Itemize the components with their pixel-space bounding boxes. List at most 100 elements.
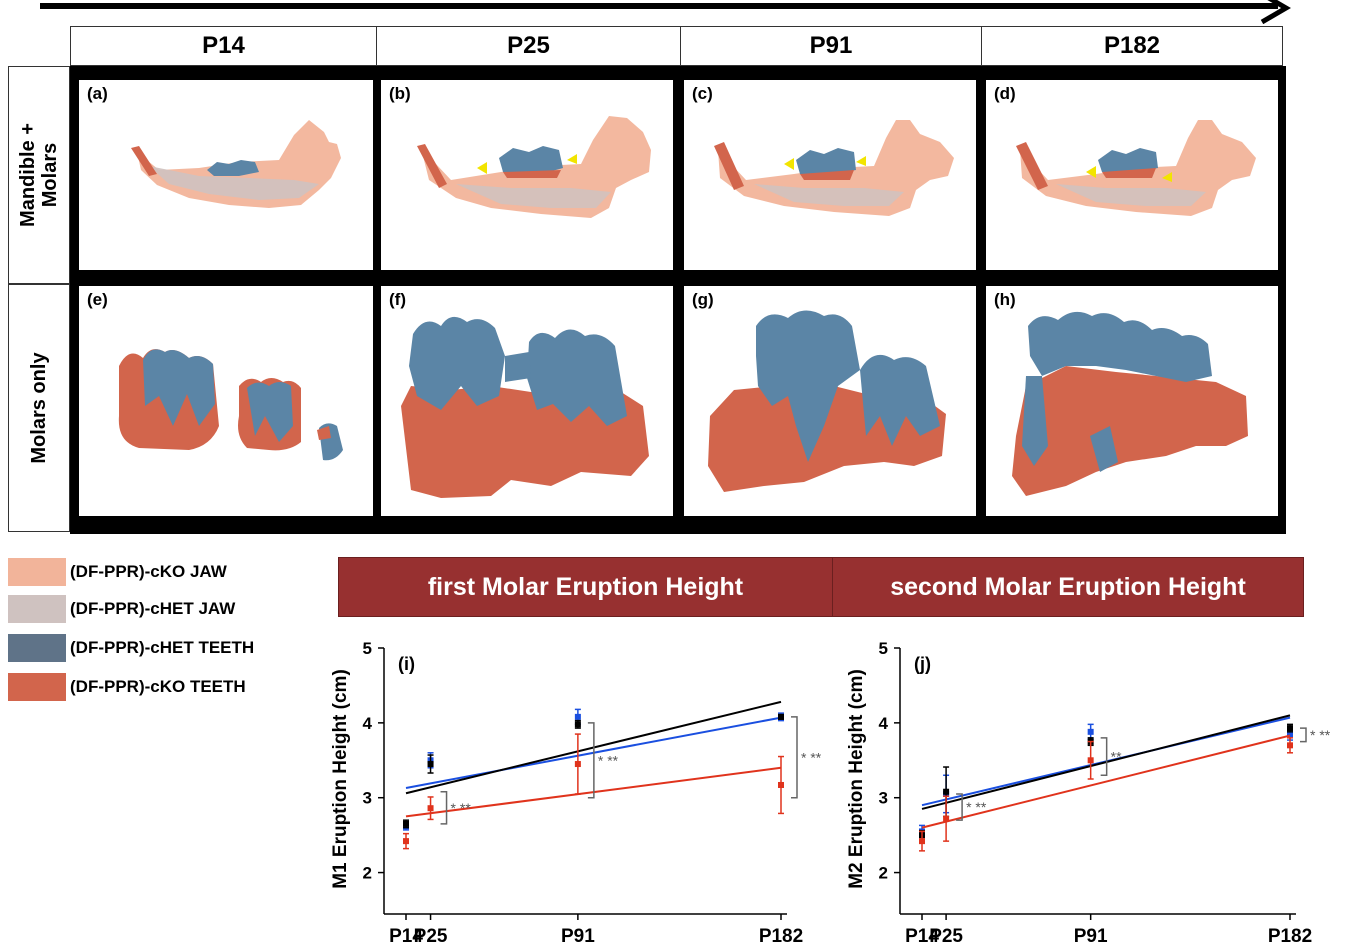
significance-bracket (791, 716, 798, 799)
data-point (778, 713, 784, 720)
data-point (1287, 725, 1293, 732)
x-tick-label: P91 (561, 926, 595, 947)
row-header-mandible: Mandible + Molars (8, 66, 70, 284)
data-point (1287, 742, 1293, 749)
x-tick-label: P91 (1074, 926, 1108, 947)
panel-a: (a) (79, 80, 373, 270)
y-tick-label: 5 (879, 639, 888, 658)
molars-render-p91 (708, 310, 946, 492)
banner-second-molar: second Molar Eruption Height (832, 557, 1304, 617)
row-label-mandible: Mandible + Molars (17, 123, 61, 227)
y-tick-label: 3 (363, 789, 372, 808)
data-point (574, 721, 581, 728)
data-point (574, 713, 581, 720)
panel-label-h: (h) (994, 290, 1016, 309)
panel-f: (f) (381, 286, 673, 516)
y-tick-label: 2 (879, 864, 888, 883)
mandible-render-p25 (417, 116, 651, 218)
mandible-render-p14 (131, 120, 341, 208)
panel-label-b: (b) (389, 84, 411, 103)
data-point (574, 761, 581, 768)
panel-g: (g) (684, 286, 976, 516)
significance-label: * ** (966, 799, 987, 815)
panel-label-f: (f) (389, 290, 406, 309)
legend-swatch-chet-teeth (8, 634, 66, 662)
x-tick-label: P182 (1268, 926, 1312, 947)
significance-label: ** (1111, 749, 1122, 765)
chart-panel-label: (i) (398, 654, 415, 674)
legend-swatch-cko-jaw (8, 558, 66, 586)
significance-bracket (956, 793, 963, 821)
legend-label-cko-teeth: (DF-PPR)-cKO TEETH (70, 677, 246, 696)
legend-label-cko-jaw: (DF-PPR)-cKO JAW (70, 562, 227, 581)
panel-label-c: (c) (692, 84, 713, 103)
y-axis-label: M1 Eruption Height (cm) (330, 669, 351, 889)
y-tick-label: 4 (363, 714, 373, 733)
significance-bracket (1100, 737, 1108, 777)
legend-label-chet-jaw: (DF-PPR)-cHET JAW (70, 599, 236, 618)
significance-label: * ** (451, 800, 472, 816)
data-point (427, 761, 434, 768)
timeline-arrow (40, 0, 1291, 24)
panel-label-e: (e) (87, 290, 108, 309)
stage-header-p25: P25 (376, 26, 681, 66)
banner-first-molar: first Molar Eruption Height (338, 557, 833, 617)
panel-h: (h) (986, 286, 1278, 516)
data-point (1087, 728, 1094, 735)
data-point (1287, 731, 1293, 738)
legend-item-cko-jaw: (DF-PPR)-cKO JAW (8, 556, 338, 588)
x-tick-label: P25 (414, 926, 448, 947)
x-tick-label: P14 (389, 926, 423, 947)
molars-render-p14 (118, 349, 343, 461)
stage-header-p91: P91 (680, 26, 982, 66)
row-header-molars: Molars only (8, 284, 70, 532)
row-label-molars: Molars only (28, 352, 50, 464)
trend-line (921, 734, 1291, 829)
data-point (919, 838, 925, 845)
stage-header-p14: P14 (70, 26, 377, 66)
mandible-render-p91 (714, 120, 954, 216)
data-point (427, 805, 434, 812)
significance-label: * ** (598, 752, 619, 768)
legend-swatch-cko-teeth (8, 673, 66, 701)
significance-bracket (1300, 727, 1307, 743)
stage-header-p182: P182 (981, 26, 1283, 66)
panel-label-a: (a) (87, 84, 108, 103)
mandible-render-p182 (1016, 120, 1256, 216)
x-tick-label: P25 (929, 926, 963, 947)
y-tick-label: 5 (363, 639, 372, 658)
legend-item-chet-jaw: (DF-PPR)-cHET JAW (8, 593, 338, 625)
significance-bracket (440, 790, 448, 825)
data-point (1087, 757, 1094, 764)
y-axis-label: M2 Eruption Height (cm) (846, 669, 867, 889)
data-point (943, 788, 950, 795)
y-tick-label: 3 (879, 789, 888, 808)
significance-label: * ** (801, 749, 822, 765)
significance-label: * ** (1310, 727, 1331, 743)
molars-render-p182 (1012, 311, 1248, 496)
data-point (778, 781, 784, 788)
legend-item-chet-teeth: (DF-PPR)-cHET TEETH (8, 632, 338, 664)
legend-item-cko-teeth: (DF-PPR)-cKO TEETH (8, 671, 338, 703)
y-tick-label: 2 (363, 864, 372, 883)
molars-render-p25 (401, 316, 649, 498)
y-tick-label: 4 (879, 714, 889, 733)
legend-label-chet-teeth: (DF-PPR)-cHET TEETH (70, 638, 255, 657)
panel-c: (c) (684, 80, 976, 270)
panel-d: (d) (986, 80, 1278, 270)
panel-label-d: (d) (994, 84, 1016, 103)
data-point (403, 838, 409, 845)
significance-bracket (587, 722, 595, 799)
data-point (403, 820, 409, 827)
panel-e: (e) (79, 286, 373, 516)
panel-b: (b) (381, 80, 673, 270)
panel-label-g: (g) (692, 290, 714, 309)
x-tick-label: P182 (759, 926, 803, 947)
legend-swatch-chet-jaw (8, 595, 66, 623)
data-point (943, 815, 950, 822)
image-grid: (a) (b) (c) (70, 66, 1286, 534)
chart-panel-label: (j) (914, 654, 931, 674)
x-tick-label: P14 (905, 926, 939, 947)
